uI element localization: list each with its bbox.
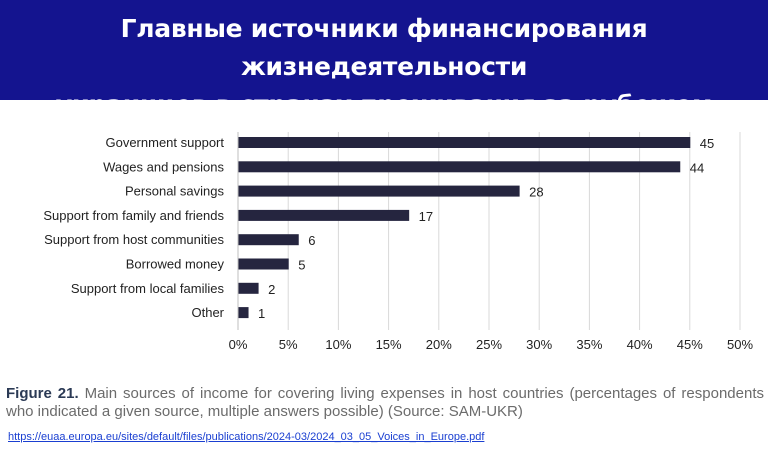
bar	[238, 258, 289, 270]
figure-label: Figure 21.	[6, 385, 79, 402]
figure-caption-text: Main sources of income for covering livi…	[6, 385, 764, 420]
category-label: Borrowed money	[126, 257, 225, 272]
x-tick-label: 15%	[376, 337, 402, 352]
bar	[238, 185, 520, 197]
bar	[238, 307, 249, 319]
category-label: Personal savings	[125, 184, 224, 199]
category-label: Support from local families	[71, 281, 225, 296]
category-label: Other	[191, 305, 224, 320]
category-label: Wages and pensions	[103, 159, 224, 174]
x-tick-label: 5%	[279, 337, 298, 352]
bar	[238, 209, 410, 221]
data-label: 44	[690, 160, 704, 175]
title-banner: Главные источники финансирования жизнеде…	[0, 0, 768, 119]
category-label: Government support	[105, 135, 224, 150]
data-label: 17	[419, 209, 433, 224]
data-label: 1	[258, 306, 265, 321]
data-label: 6	[308, 233, 315, 248]
x-tick-label: 10%	[325, 337, 351, 352]
title-line-2: украинцев в странах проживания за рубежо…	[55, 90, 713, 119]
x-tick-label: 30%	[526, 337, 552, 352]
data-label: 2	[268, 282, 275, 297]
figure-caption: Figure 21. Main sources of income for co…	[6, 385, 764, 421]
title-line-1: Главные источники финансирования жизнеде…	[120, 14, 648, 81]
bar	[238, 234, 299, 246]
x-tick-label: 50%	[727, 337, 753, 352]
x-tick-label: 45%	[677, 337, 703, 352]
bar-chart: 0% 5% 10% 15% 20% 25% 30% 35% 40% 45% 50% Governmen…	[43, 132, 753, 352]
bar	[238, 161, 681, 173]
source-link[interactable]: https://euaa.europa.eu/sites/default/fil…	[8, 431, 485, 443]
bar	[238, 137, 691, 148]
data-label: 5	[298, 258, 305, 273]
x-tick-label: 25%	[476, 337, 502, 352]
x-tick-label: 35%	[576, 337, 602, 352]
category-label: Support from family and friends	[43, 208, 224, 223]
x-tick-label: 0%	[229, 337, 248, 352]
x-tick-label: 40%	[627, 337, 653, 352]
bar	[238, 282, 259, 294]
data-label: 28	[529, 185, 543, 200]
x-tick-label: 20%	[426, 337, 452, 352]
data-label: 45	[700, 136, 714, 151]
category-label: Support from host communities	[44, 232, 224, 247]
